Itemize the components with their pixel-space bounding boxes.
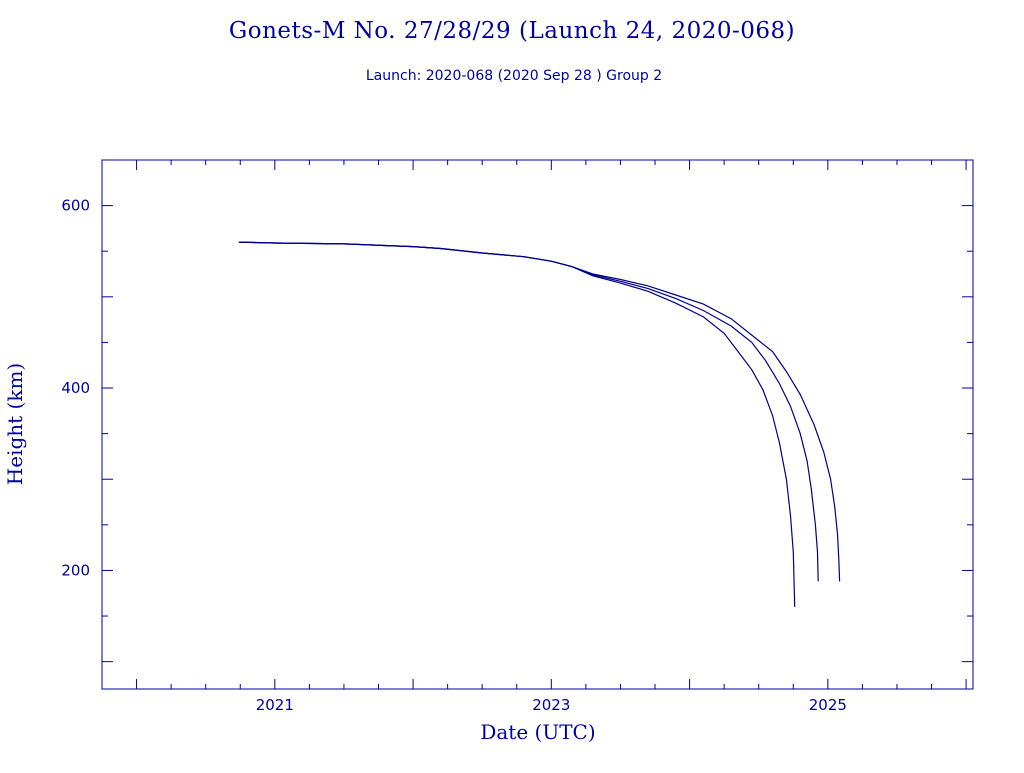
x-tick-label: 2023	[532, 696, 570, 714]
x-axis-label: Date (UTC)	[480, 720, 595, 744]
y-tick-label: 600	[61, 197, 90, 215]
chart-subtitle: Launch: 2020-068 (2020 Sep 28 ) Group 2	[366, 68, 662, 84]
series-line-2	[238, 241, 819, 582]
axis-tick-labels: 2021 2023 2025 200 400 600	[61, 197, 847, 714]
series-line-1	[238, 241, 796, 607]
plot-frame	[101, 159, 974, 690]
chart-title: Gonets-M No. 27/28/29 (Launch 24, 2020-0…	[229, 18, 795, 44]
y-axis-label: Height (km)	[3, 363, 27, 485]
y-tick-label: 200	[61, 561, 90, 579]
series-line-3	[238, 241, 841, 582]
series-lines	[238, 241, 841, 607]
x-tick-label: 2025	[809, 696, 847, 714]
axis-ticks	[101, 159, 973, 689]
y-tick-label: 400	[61, 379, 90, 397]
x-tick-label: 2021	[256, 696, 294, 714]
